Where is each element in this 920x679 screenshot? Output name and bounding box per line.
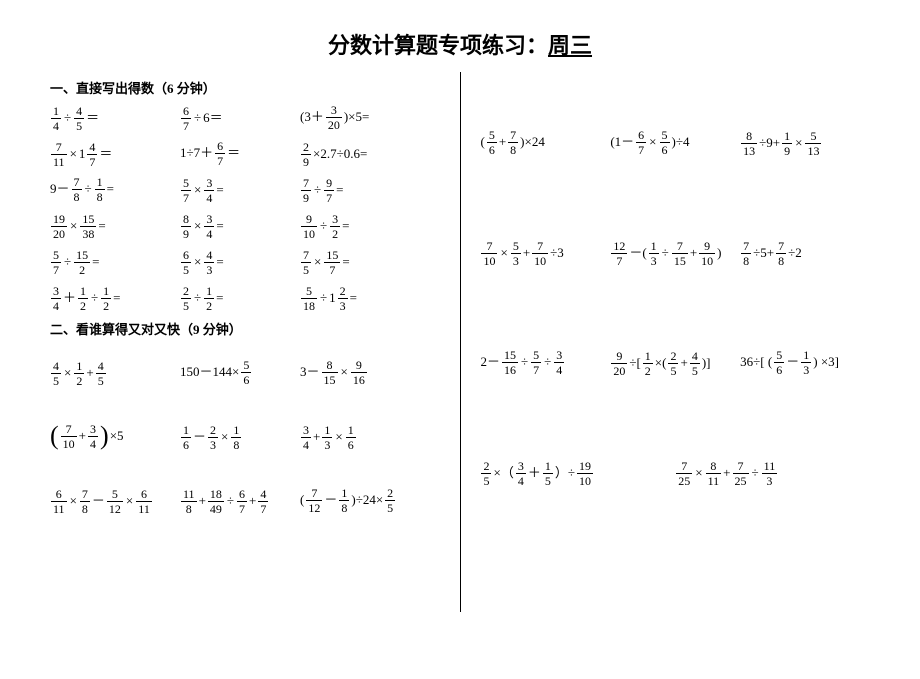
math-row: 45×12+45150－144×563－815×916 bbox=[50, 342, 440, 402]
math-expression: 127－(13÷715+910) bbox=[610, 238, 740, 267]
math-row: 611×78－512×611118+1849÷67+47(712－18)÷24×… bbox=[50, 470, 440, 530]
math-row: 711×147＝1÷7＋67＝29×2.7÷0.6= bbox=[50, 137, 440, 169]
math-row: 2－1516÷57÷34920÷[12×(25+45)]36÷[ (56－13)… bbox=[480, 342, 870, 382]
math-row: (56+78)×24(1－67×56)÷4813÷9+19×513 bbox=[480, 122, 870, 162]
math-expression: 725×811+725÷113 bbox=[675, 458, 870, 487]
section1-rows: 14÷45＝67÷6＝(3＋320 )×5= 711×147＝1÷7＋67＝29×… bbox=[50, 101, 440, 313]
math-expression: 45×12+45 bbox=[50, 358, 180, 387]
math-expression: 57÷152= bbox=[50, 247, 180, 276]
right-rows: (56+78)×24(1－67×56)÷4813÷9+19×513 710×53+… bbox=[480, 122, 870, 492]
section2-rows: 45×12+45150－144×563－815×916(710+34)×516－… bbox=[50, 342, 440, 530]
math-expression: 65×43= bbox=[180, 247, 300, 276]
math-expression: 36÷[ (56－13) ×3] bbox=[740, 349, 870, 376]
math-expression: 16－23×18 bbox=[180, 422, 300, 451]
section1-header: 一、直接写出得数（6 分钟） bbox=[50, 78, 440, 97]
math-expression: 2－1516÷57÷34 bbox=[480, 349, 610, 376]
math-expression: 89×34= bbox=[180, 211, 300, 240]
math-expression: (712－18)÷24×25 bbox=[300, 487, 430, 514]
math-expression: 34＋12÷12= bbox=[50, 283, 180, 312]
math-row: 9－78÷18=57×34=79÷97= bbox=[50, 173, 440, 205]
math-expression: 67÷6＝ bbox=[180, 103, 300, 132]
math-row: 14÷45＝67÷6＝(3＋320 )×5= bbox=[50, 101, 440, 133]
math-expression: 1920×1538= bbox=[50, 211, 180, 240]
math-expression: 711×147＝ bbox=[50, 139, 180, 168]
math-expression: 710×53+710÷3 bbox=[480, 238, 610, 267]
math-expression: 920÷[12×(25+45)] bbox=[610, 348, 740, 377]
title-suffix: 周三 bbox=[548, 33, 592, 58]
left-column: 一、直接写出得数（6 分钟） 14÷45＝67÷6＝(3＋320 )×5= 711… bbox=[50, 72, 450, 612]
math-expression: 150－144×56 bbox=[180, 359, 300, 386]
math-expression: 79÷97= bbox=[300, 175, 430, 204]
column-divider bbox=[460, 72, 461, 612]
math-expression: (710+34)×5 bbox=[50, 420, 180, 451]
math-expression: 9－78÷18= bbox=[50, 176, 180, 203]
math-row: (710+34)×516－23×1834+13×16 bbox=[50, 406, 440, 466]
math-expression: 518÷123= bbox=[300, 283, 430, 312]
section2-header: 二、看谁算得又对又快（9 分钟） bbox=[50, 319, 440, 338]
math-expression: 29×2.7÷0.6= bbox=[300, 139, 430, 168]
math-expression: 25÷12= bbox=[180, 283, 300, 312]
math-expression: 813÷9+19×513 bbox=[740, 128, 870, 157]
math-row: 1920×1538=89×34=910÷32= bbox=[50, 209, 440, 241]
math-expression: 3－815×916 bbox=[300, 359, 430, 386]
math-expression: 25×（34＋15）÷1910 bbox=[480, 458, 675, 487]
math-expression: 118+1849÷67+47 bbox=[180, 486, 300, 515]
math-expression: 910÷32= bbox=[300, 211, 430, 240]
math-row: 34＋12÷12=25÷12=518÷123= bbox=[50, 281, 440, 313]
math-expression: (1－67×56)÷4 bbox=[610, 129, 740, 156]
math-expression: (56+78)×24 bbox=[480, 129, 610, 156]
math-row: 710×53+710÷3127－(13÷715+910)78÷5+78÷2 bbox=[480, 232, 870, 272]
math-expression: 1÷7＋67＝ bbox=[180, 140, 300, 167]
math-expression: 78÷5+78÷2 bbox=[740, 238, 870, 267]
math-expression: 34+13×16 bbox=[300, 422, 430, 451]
columns: 一、直接写出得数（6 分钟） 14÷45＝67÷6＝(3＋320 )×5= 711… bbox=[0, 72, 920, 612]
page-title: 分数计算题专项练习：周三 bbox=[0, 28, 920, 60]
right-column: (56+78)×24(1－67×56)÷4813÷9+19×513 710×53+… bbox=[470, 72, 870, 612]
math-row: 25×（34＋15）÷1910725×811+725÷113 bbox=[480, 452, 870, 492]
math-expression: 14÷45＝ bbox=[50, 103, 180, 132]
math-expression: (3＋320 )×5= bbox=[300, 104, 430, 131]
math-row: 57÷152=65×43=75×157= bbox=[50, 245, 440, 277]
math-expression: 611×78－512×611 bbox=[50, 486, 180, 515]
math-expression: 57×34= bbox=[180, 175, 300, 204]
math-expression: 75×157= bbox=[300, 247, 430, 276]
title-prefix: 分数计算题专项练习： bbox=[328, 33, 548, 58]
